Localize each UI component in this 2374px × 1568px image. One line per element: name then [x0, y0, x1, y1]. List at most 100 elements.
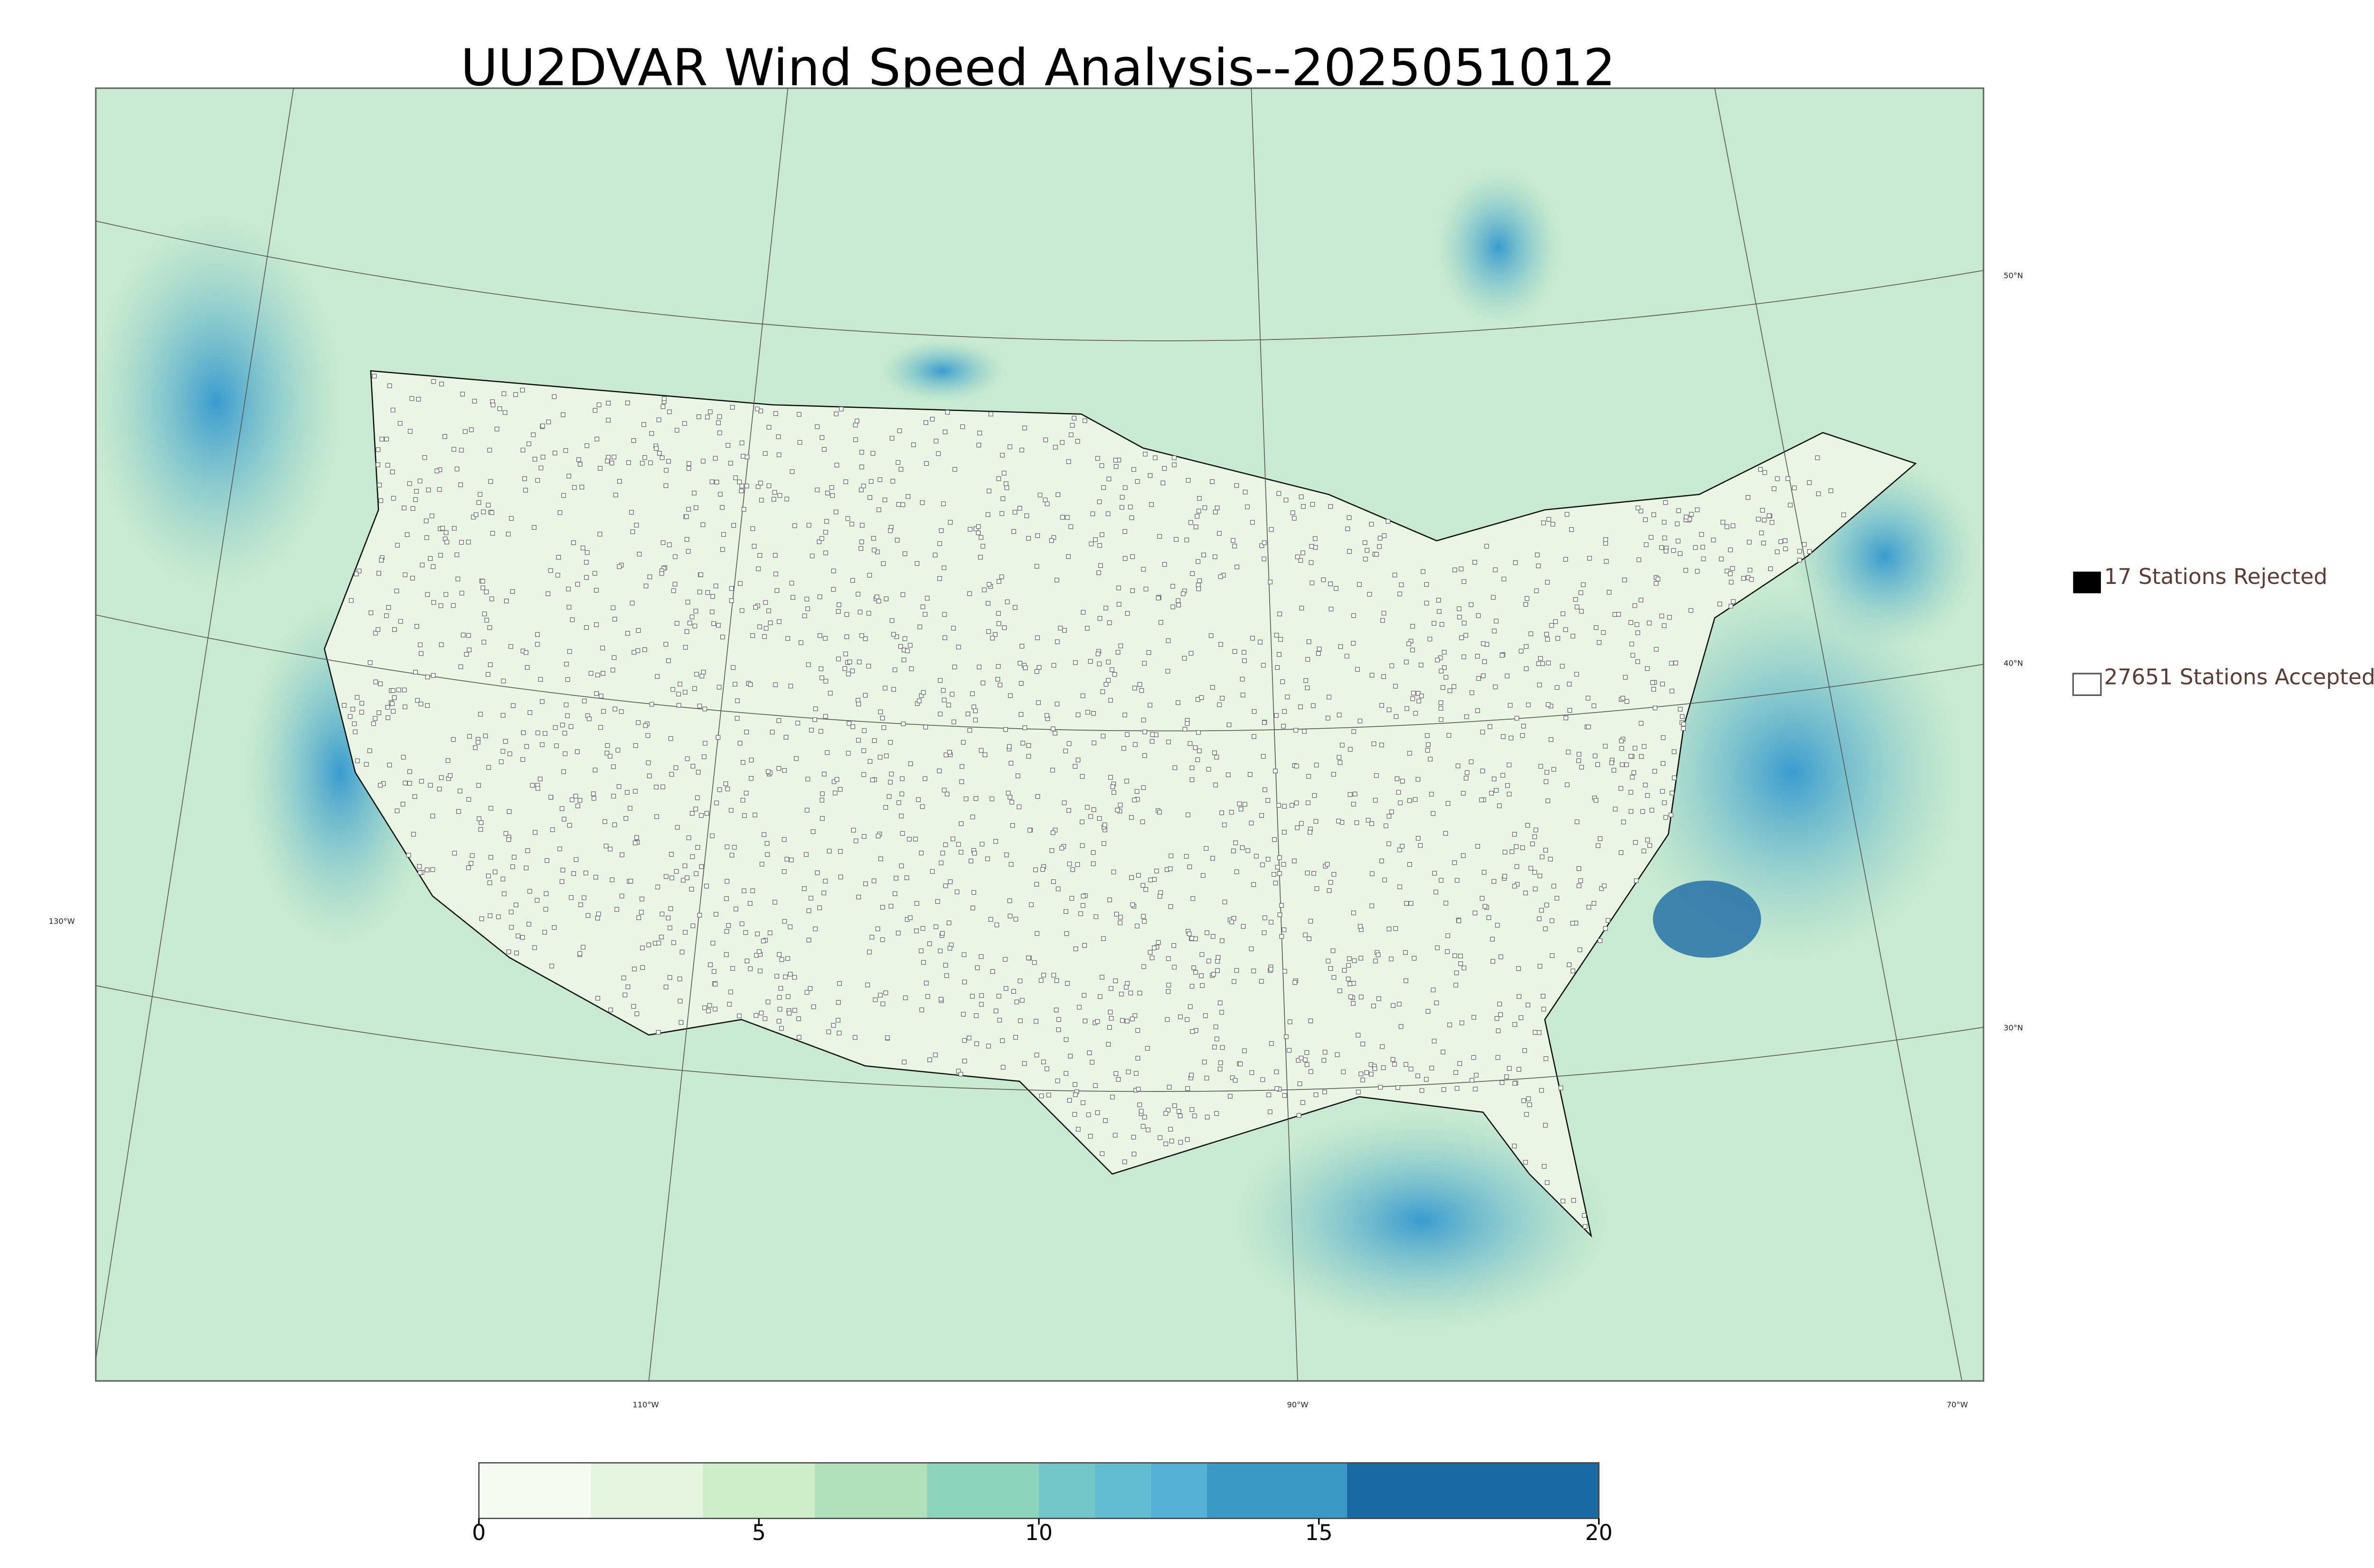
station-marker: [908, 915, 913, 920]
station-marker: [773, 572, 778, 576]
station-marker: [391, 688, 396, 693]
station-marker: [1404, 706, 1409, 711]
station-marker: [1512, 832, 1517, 837]
station-marker: [1011, 989, 1016, 994]
station-marker: [1185, 721, 1190, 726]
station-marker: [973, 708, 978, 714]
station-marker: [716, 685, 722, 690]
station-marker: [522, 476, 527, 481]
station-marker: [473, 512, 479, 517]
station-marker: [896, 502, 901, 507]
station-marker: [1567, 682, 1572, 686]
station-marker: [700, 522, 706, 527]
station-marker: [696, 414, 701, 419]
station-marker: [759, 862, 764, 867]
station-marker: [476, 783, 481, 788]
station-marker: [1083, 1018, 1088, 1023]
station-marker: [567, 823, 572, 828]
station-marker: [1445, 949, 1450, 954]
station-marker: [980, 842, 985, 847]
station-marker: [460, 392, 465, 397]
station-marker: [838, 849, 843, 854]
station-marker: [1157, 894, 1162, 899]
station-marker: [1374, 773, 1379, 778]
station-marker: [1218, 642, 1223, 647]
station-marker: [398, 619, 403, 624]
station-marker: [1178, 1014, 1183, 1019]
station-marker: [729, 586, 734, 591]
station-marker: [500, 713, 506, 718]
station-marker: [1683, 568, 1688, 573]
station-marker: [1389, 809, 1394, 814]
station-marker: [1265, 798, 1271, 803]
station-marker: [520, 757, 525, 762]
station-marker: [914, 928, 919, 933]
station-marker: [439, 382, 444, 386]
station-marker: [1408, 901, 1413, 906]
station-marker: [537, 777, 543, 781]
station-marker: [1049, 538, 1054, 543]
station-marker: [1172, 965, 1177, 970]
station-marker: [431, 379, 436, 384]
station-marker: [1167, 1085, 1172, 1090]
station-marker: [774, 974, 780, 979]
station-marker: [490, 531, 495, 536]
station-marker: [795, 721, 801, 726]
station-marker: [1292, 858, 1297, 864]
station-marker: [900, 831, 905, 836]
station-marker: [783, 735, 789, 740]
station-marker: [1352, 791, 1357, 797]
station-marker: [1532, 834, 1537, 839]
station-marker: [986, 629, 991, 634]
station-marker: [927, 941, 932, 946]
station-marker: [1279, 934, 1284, 939]
station-marker: [828, 691, 833, 696]
station-marker: [681, 878, 686, 883]
wind-field: [1235, 1112, 1607, 1329]
station-marker: [459, 540, 464, 545]
station-marker: [996, 611, 1001, 616]
station-marker: [843, 479, 848, 484]
station-marker: [927, 1057, 932, 1062]
station-marker: [1259, 979, 1264, 984]
station-marker: [1731, 599, 1736, 604]
station-marker: [469, 427, 474, 432]
station-marker: [378, 783, 383, 788]
station-marker: [584, 560, 589, 565]
station-marker: [1234, 968, 1239, 973]
station-marker: [509, 516, 514, 521]
station-marker: [1656, 576, 1660, 582]
station-marker: [1301, 504, 1306, 509]
station-marker: [1461, 654, 1467, 659]
station-marker: [1540, 661, 1545, 666]
station-marker: [1211, 972, 1216, 977]
station-marker: [872, 738, 877, 743]
station-marker: [1193, 745, 1198, 750]
station-marker: [718, 492, 723, 497]
station-marker: [1441, 1087, 1446, 1092]
station-marker: [762, 832, 767, 837]
station-marker: [1598, 836, 1602, 841]
station-marker: [1841, 512, 1846, 517]
station-marker: [838, 874, 843, 880]
station-marker: [1452, 953, 1457, 958]
station-marker: [844, 612, 849, 617]
station-marker: [1009, 799, 1014, 805]
station-marker: [697, 913, 702, 918]
station-marker: [961, 740, 966, 745]
station-marker: [641, 422, 646, 427]
station-marker: [579, 485, 584, 489]
station-marker: [759, 498, 764, 503]
station-marker: [993, 1008, 999, 1014]
station-marker: [1513, 560, 1518, 565]
station-marker: [1677, 551, 1683, 556]
station-marker: [857, 659, 862, 665]
station-marker: [1386, 814, 1392, 819]
station-marker: [1495, 1055, 1500, 1060]
station-marker: [1156, 940, 1161, 945]
station-marker: [1654, 647, 1659, 652]
station-marker: [728, 989, 733, 995]
station-marker: [634, 1011, 640, 1016]
station-marker: [663, 874, 669, 879]
station-marker: [1689, 512, 1694, 517]
